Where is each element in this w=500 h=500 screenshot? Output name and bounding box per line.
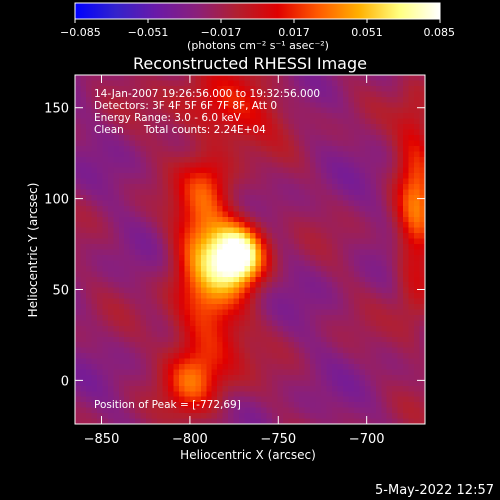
x-tick-label: −800	[172, 432, 208, 447]
y-axis-label: Heliocentric Y (arcsec)	[26, 183, 40, 318]
colorbar: −0.085 −0.051 −0.017 0.017 0.051 0.085 (photo…	[60, 2, 455, 52]
colorbar-ticks: −0.085 −0.051 −0.017 0.017 0.051 0.085	[60, 19, 455, 39]
heatmap-area: −850 −800 −750 −700 0 50 100 150	[44, 74, 426, 447]
y-tick-label: 150	[44, 102, 69, 117]
colorbar-frame	[74, 2, 441, 20]
y-tick-label: 100	[44, 193, 69, 208]
peak-position-label: Position of Peak = [-772,69]	[94, 399, 241, 411]
info-time-range: 14-Jan-2007 19:26:56.000 to 19:32:56.000	[94, 88, 320, 100]
axis-ticks: −850 −800 −750 −700 0 50 100 150	[44, 75, 425, 447]
colorbar-tick-label: 0.017	[278, 26, 310, 39]
colorbar-tick-label: −0.051	[128, 26, 169, 39]
x-tick-label: −700	[349, 432, 385, 447]
x-tick-label: −750	[260, 432, 296, 447]
x-tick-label: −850	[84, 432, 120, 447]
colorbar-tick-label: 0.051	[351, 26, 383, 39]
colorbar-gradient	[75, 3, 440, 19]
plot-frame	[74, 74, 426, 425]
info-total-counts: Clean Total counts: 2.24E+04	[94, 124, 266, 136]
colorbar-unit-label: (photons cm⁻² s⁻¹ asec⁻²)	[187, 39, 329, 52]
colorbar-tick-label: 0.085	[424, 26, 456, 39]
footer-timestamp: 5-May-2022 12:57	[375, 483, 494, 498]
colorbar-tick-label: −0.017	[201, 26, 242, 39]
chart-title: Reconstructed RHESSI Image	[133, 54, 367, 73]
info-detectors: Detectors: 3F 4F 5F 6F 7F 8F, Att 0	[94, 100, 277, 112]
y-tick-label: 50	[52, 283, 69, 298]
info-energy-range: Energy Range: 3.0 - 6.0 keV	[94, 112, 242, 124]
colorbar-tick-label: −0.085	[60, 26, 101, 39]
y-tick-label: 0	[61, 374, 69, 389]
x-axis-label: Heliocentric X (arcsec)	[180, 448, 316, 462]
heatmap-image	[75, 75, 425, 424]
